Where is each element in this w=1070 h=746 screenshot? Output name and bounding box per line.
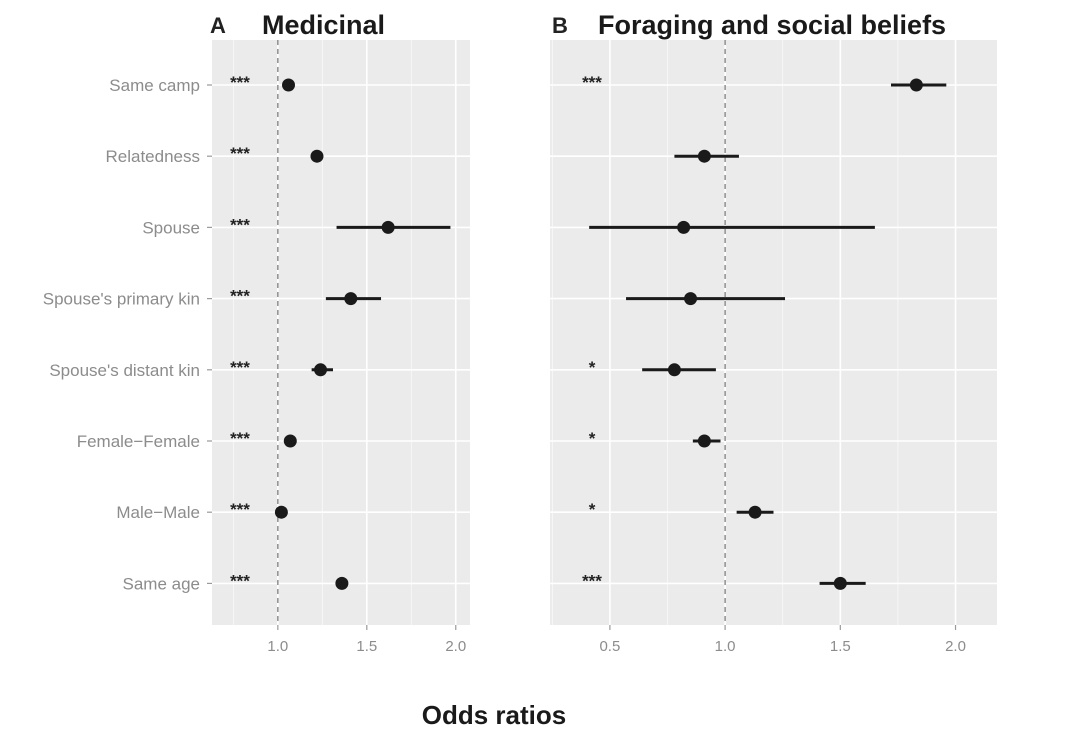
y-tick-label: Same camp [109, 76, 200, 95]
point-female-female [283, 434, 297, 448]
point-same-age [335, 576, 349, 590]
significance-spouse-s-primary-kin: *** [230, 287, 250, 306]
point-relatedness [310, 149, 324, 163]
y-tick-label: Female−Female [77, 432, 200, 451]
panel-a-medicinal: *** *** *** *** *** *** *** *** 1.0 1.5 2.0 Same … [43, 10, 470, 655]
panel-a-plot-background [212, 40, 470, 625]
significance-female-female: * [589, 429, 596, 448]
point-same-age [833, 576, 847, 590]
point-male-male [274, 505, 288, 519]
x-tick-label: 1.0 [267, 638, 288, 655]
y-tick-label: Relatedness [105, 147, 200, 166]
panel-b-letter: B [552, 13, 568, 38]
significance-spouse: *** [230, 215, 250, 234]
x-tick-label: 1.0 [715, 638, 736, 655]
x-tick-label: 1.5 [830, 638, 851, 655]
x-axis-title: Odds ratios [422, 700, 566, 730]
point-spouse-s-primary-kin [344, 292, 358, 306]
x-tick-label: 2.0 [445, 638, 466, 655]
y-tick-label: Same age [123, 574, 201, 593]
point-spouse [381, 220, 395, 234]
panel-b-title: Foraging and social beliefs [598, 10, 946, 40]
significance-male-male: *** [230, 500, 250, 519]
significance-spouse-s-distant-kin: * [589, 358, 596, 377]
panel-b-data-marks: ********* [582, 73, 947, 590]
y-tick-label: Spouse [142, 218, 200, 237]
significance-same-camp: *** [582, 73, 602, 92]
panel-a-data-marks: *** *** *** *** *** *** *** *** [230, 73, 451, 590]
significance-same-camp: *** [230, 73, 250, 92]
point-female-female [697, 434, 711, 448]
significance-same-age: *** [230, 571, 250, 590]
point-relatedness [697, 149, 711, 163]
significance-male-male: * [589, 500, 596, 519]
panel-a-title: Medicinal [262, 10, 385, 40]
point-spouse [677, 220, 691, 234]
point-same-camp [282, 78, 296, 92]
significance-spouse-s-distant-kin: *** [230, 358, 250, 377]
significance-relatedness: *** [230, 144, 250, 163]
panel-a-y-axis: Same camp Relatedness Spouse Spouse's prima… [43, 76, 212, 593]
point-spouse-s-distant-kin [314, 363, 328, 377]
significance-same-age: *** [582, 571, 602, 590]
x-tick-label: 0.5 [599, 638, 620, 655]
point-male-male [748, 505, 762, 519]
panel-b-plot-background [550, 40, 997, 625]
panel-b-foraging-social-beliefs: ********* 0.5 1.0 1.5 2.0 B Foraging and so… [550, 10, 997, 655]
significance-female-female: *** [230, 429, 250, 448]
x-tick-label: 1.5 [356, 638, 377, 655]
panel-b-x-axis: 0.5 1.0 1.5 2.0 [599, 625, 966, 655]
panel-a-x-axis: 1.0 1.5 2.0 [267, 625, 466, 655]
x-tick-label: 2.0 [945, 638, 966, 655]
panel-a-letter: A [210, 13, 226, 38]
y-tick-label: Spouse's distant kin [49, 361, 200, 380]
y-tick-label: Male−Male [116, 503, 200, 522]
y-tick-label: Spouse's primary kin [43, 290, 200, 309]
point-spouse-s-distant-kin [667, 363, 681, 377]
point-spouse-s-primary-kin [684, 292, 698, 306]
point-same-camp [909, 78, 923, 92]
